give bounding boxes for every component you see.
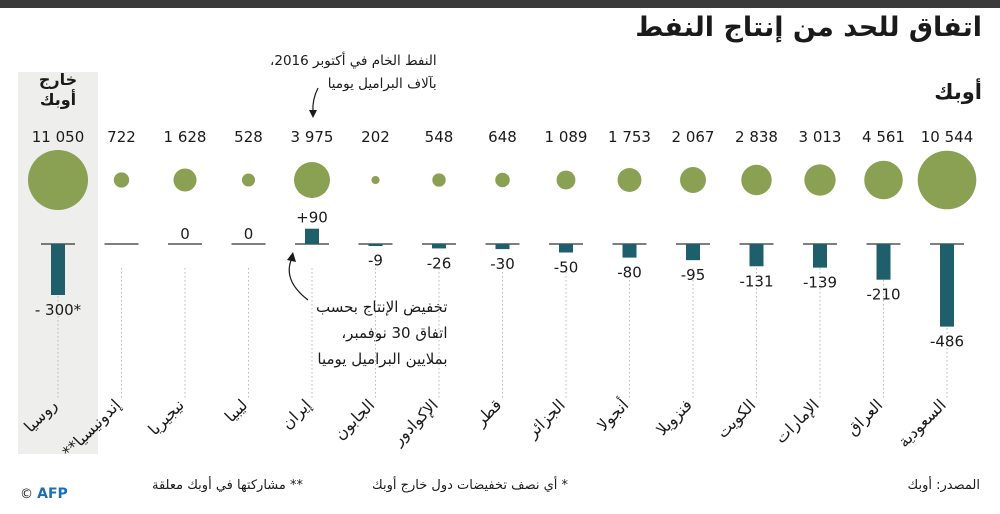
production-bubble <box>371 175 380 185</box>
country-label: فنزويلا <box>652 395 697 440</box>
change-label: -486 <box>930 333 964 351</box>
production-label: 1 753 <box>608 128 651 146</box>
source-note: المصدر: أوبك <box>907 478 980 493</box>
cut-arrow <box>288 257 309 301</box>
legend-arrows <box>287 87 319 301</box>
production-bubble <box>173 168 197 192</box>
production-bubble <box>113 172 130 188</box>
production-bubble <box>28 150 88 210</box>
production-legend-line2: بآلاف البراميل يوميا <box>327 76 437 92</box>
production-label: 3 975 <box>291 128 334 146</box>
production-label: 528 <box>234 128 263 146</box>
opec-label: أوبك <box>934 80 982 104</box>
afp-logo: © AFP <box>20 486 68 502</box>
country-label: الإمارات <box>771 395 824 448</box>
change-label: 0 <box>244 225 254 243</box>
production-label: 648 <box>488 128 517 146</box>
production-legend-line1: النفط الخام في أكتوبر 2016، <box>270 53 437 69</box>
production-bubble <box>617 168 642 192</box>
cut-legend-line2: اتفاق 30 نوفمبر، <box>341 324 448 342</box>
change-label: 0 <box>180 225 190 243</box>
change-bar <box>749 244 764 267</box>
country-label: الكويت <box>713 395 760 442</box>
production-label: 2 838 <box>735 128 778 146</box>
production-bubble <box>917 150 977 210</box>
production-arrow-head <box>309 110 317 118</box>
afp-logo-text: AFP <box>37 486 68 502</box>
production-bubble <box>556 170 576 190</box>
cut-legend: تخفيض الإنتاج بحسب اتفاق 30 نوفمبر، بملا… <box>316 294 448 372</box>
country-label: إندونيسيا** <box>58 395 125 462</box>
country-label: الجابون <box>330 395 379 444</box>
change-bar <box>495 244 510 250</box>
change-bar <box>368 244 383 246</box>
production-label: 722 <box>107 128 136 146</box>
change-label: -95 <box>681 266 706 284</box>
production-label: 4 561 <box>862 128 905 146</box>
change-label: -131 <box>739 272 773 290</box>
country-label: روسيا <box>20 395 61 436</box>
change-label: -30 <box>490 255 515 273</box>
change-bar <box>305 228 319 244</box>
change-bar <box>876 244 891 280</box>
production-bubble <box>680 167 706 193</box>
country-label: أنجولا <box>592 395 633 436</box>
country-label: قطر <box>470 395 506 431</box>
production-legend: النفط الخام في أكتوبر 2016، بآلاف البرام… <box>270 50 437 96</box>
change-bar <box>622 244 637 258</box>
change-bar <box>432 244 446 249</box>
change-label: - 300* <box>35 301 82 319</box>
country-label: الإكوادور <box>388 395 443 450</box>
production-bubble <box>864 160 903 200</box>
cut-legend-line3: بملايين البراميل يوميا <box>317 350 448 368</box>
country-label: الجزائر <box>522 395 570 443</box>
production-label: 11 050 <box>32 128 85 146</box>
change-bar <box>813 244 827 268</box>
country-label: إيران <box>277 395 315 433</box>
cut-arrow-head <box>287 252 296 262</box>
production-bubble <box>432 173 446 187</box>
production-bubble <box>294 162 330 198</box>
change-label: -50 <box>554 259 579 277</box>
production-bubble <box>495 172 510 188</box>
half-cut-footnote: * أي نصف تخفيضات دول خارج أوبك <box>372 478 569 493</box>
top-bar <box>0 0 1000 8</box>
cut-legend-line1: تخفيض الإنتاج بحسب <box>316 298 448 316</box>
production-arrow <box>312 87 319 113</box>
production-label: 10 544 <box>921 128 974 146</box>
country-label: نيجيريا <box>144 395 188 439</box>
suspended-footnote: ** مشاركتها في أوبك معلقة <box>152 478 303 493</box>
production-label: 2 067 <box>672 128 715 146</box>
change-label: -80 <box>617 264 642 282</box>
country-label: السعودية <box>894 395 950 451</box>
production-label: 1 089 <box>545 128 588 146</box>
production-label: 1 628 <box>164 128 207 146</box>
production-bubble <box>241 173 256 187</box>
chart-title: اتفاق للحد من إنتاج النفط <box>635 12 982 43</box>
production-label: 548 <box>425 128 454 146</box>
change-label: -139 <box>803 274 837 292</box>
production-bubble <box>741 164 772 196</box>
change-label: +90 <box>296 209 328 227</box>
copyright-icon: © <box>20 487 38 502</box>
change-bar <box>559 244 573 253</box>
production-bubble <box>804 164 836 196</box>
production-label: 202 <box>361 128 390 146</box>
change-label: -9 <box>368 252 383 270</box>
change-bar <box>686 244 700 261</box>
change-bar <box>51 244 65 295</box>
change-label: -210 <box>866 286 900 304</box>
change-label: -26 <box>427 254 452 272</box>
country-label: العراق <box>843 395 887 439</box>
production-label: 3 013 <box>799 128 842 146</box>
country-label: ليبيا <box>221 395 252 426</box>
change-bar <box>940 244 954 327</box>
non-opec-label: خارج أوبك <box>38 70 78 109</box>
